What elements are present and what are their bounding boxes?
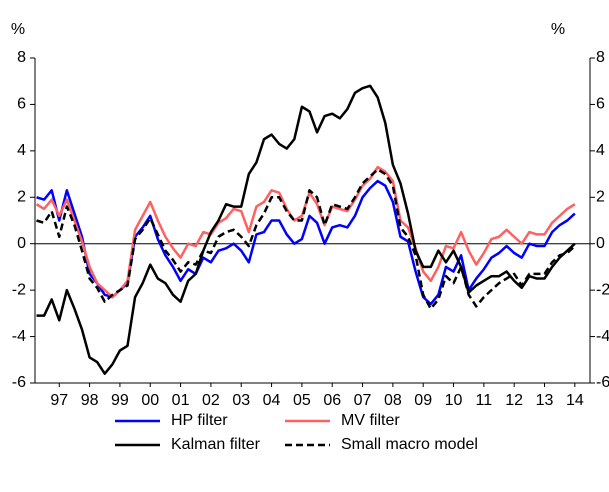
y2-tick-label: 6 [596, 96, 605, 113]
x-tick-label: 03 [232, 392, 250, 409]
y2-tick-label: 8 [596, 49, 605, 66]
series-line [36, 179, 576, 306]
y-axis-label: % [11, 21, 25, 38]
x-tick-label: 97 [50, 392, 68, 409]
x-tick-label: 04 [263, 392, 281, 409]
x-tick-label: 98 [81, 392, 99, 409]
y2-tick-label: 2 [596, 189, 605, 206]
x-tick-label: 00 [141, 392, 159, 409]
x-tick-label: 06 [323, 392, 341, 409]
y2-axis-label: % [551, 21, 565, 38]
x-tick-label: 09 [414, 392, 432, 409]
x-tick-label: 01 [172, 392, 190, 409]
x-tick-label: 10 [445, 392, 463, 409]
legend-label: MV filter [341, 412, 400, 429]
x-tick-label: 11 [476, 392, 493, 409]
y-tick-label: -2 [12, 281, 26, 298]
y-tick-label: 4 [17, 142, 26, 159]
y2-tick-label: 4 [596, 142, 605, 159]
legend-label: Small macro model [341, 436, 478, 453]
y2-tick-label: 0 [596, 235, 605, 252]
y2-tick-label: -6 [596, 374, 609, 391]
x-tick-label: 99 [111, 392, 129, 409]
legend-label: Kalman filter [171, 436, 261, 453]
x-tick-label: 05 [293, 392, 311, 409]
y-tick-label: -6 [12, 374, 26, 391]
y-tick-label: 8 [17, 49, 26, 66]
y2-tick-label: -4 [596, 328, 609, 345]
legend-label: HP filter [171, 412, 228, 429]
y2-tick-label: -2 [596, 281, 609, 298]
series-line [35, 165, 576, 299]
y-tick-label: 0 [17, 235, 26, 252]
y-tick-label: 2 [17, 189, 26, 206]
x-tick-label: 12 [505, 392, 523, 409]
x-tick-label: 14 [566, 392, 584, 409]
series-line [36, 84, 576, 375]
x-tick-label: 08 [384, 392, 402, 409]
y-tick-label: 6 [17, 96, 26, 113]
y-tick-label: -4 [12, 328, 26, 345]
x-tick-label: 02 [202, 392, 220, 409]
x-tick-label: 07 [354, 392, 372, 409]
series-line [36, 168, 576, 310]
x-tick-label: 13 [536, 392, 554, 409]
